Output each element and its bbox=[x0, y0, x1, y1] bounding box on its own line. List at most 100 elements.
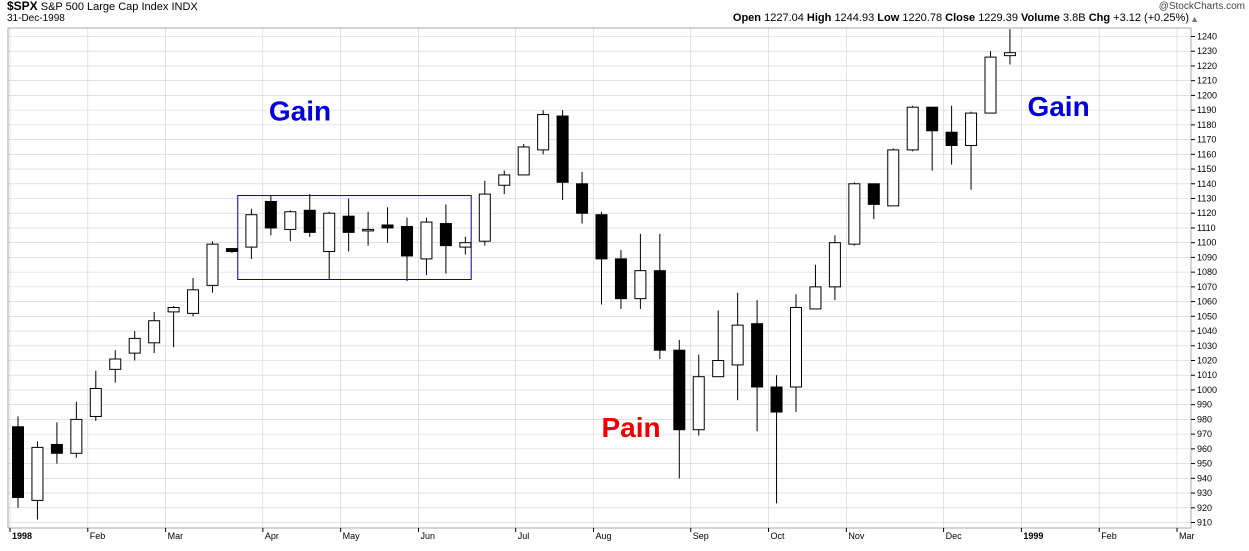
candle-body-down bbox=[867, 183, 880, 205]
collapse-arrow-icon[interactable]: ▲ bbox=[1190, 14, 1199, 24]
y-tick-label: 1080 bbox=[1197, 267, 1217, 277]
close-label: Close bbox=[945, 12, 976, 24]
candle bbox=[245, 208, 258, 259]
y-tick-label: 1000 bbox=[1197, 385, 1217, 395]
candle-body-up bbox=[478, 193, 491, 242]
x-tick-label: Jul bbox=[518, 531, 530, 541]
y-tick-label: 1120 bbox=[1197, 208, 1216, 218]
candle bbox=[264, 195, 277, 236]
quote-bar: Open 1227.04 High 1244.93 Low 1220.78 Cl… bbox=[733, 12, 1189, 25]
x-tick-label: 1998 bbox=[12, 531, 32, 541]
y-tick-label: 1110 bbox=[1197, 223, 1216, 233]
y-tick-label: 1210 bbox=[1197, 76, 1217, 86]
candle bbox=[439, 204, 452, 274]
candle bbox=[712, 310, 725, 378]
high-label: High bbox=[806, 12, 832, 24]
y-tick-label: 970 bbox=[1197, 429, 1212, 439]
y-tick-label: 980 bbox=[1197, 414, 1212, 424]
candle-body-down bbox=[342, 215, 355, 233]
candle bbox=[848, 182, 861, 246]
y-tick-label: 1020 bbox=[1197, 356, 1217, 366]
candle bbox=[576, 171, 589, 224]
y-tick-label: 1060 bbox=[1197, 297, 1217, 307]
y-tick-label: 940 bbox=[1197, 473, 1212, 483]
candle-body-up bbox=[906, 106, 919, 151]
candle-body-down bbox=[673, 349, 686, 431]
y-tick-label: 960 bbox=[1197, 444, 1212, 454]
x-tick-label: Sep bbox=[693, 531, 709, 541]
y-tick-label: 1160 bbox=[1197, 149, 1216, 159]
candle bbox=[362, 211, 375, 246]
candle bbox=[70, 401, 83, 458]
candle-body-up bbox=[848, 183, 861, 245]
candle-body-up bbox=[712, 360, 725, 378]
candle bbox=[284, 210, 297, 242]
candle-body-down bbox=[556, 115, 569, 183]
chart-title: $SPX S&P 500 Large Cap Index INDX bbox=[7, 0, 198, 14]
candle-body-up bbox=[187, 289, 200, 314]
close-value: 1229.39 bbox=[978, 12, 1018, 24]
y-tick-label: 1150 bbox=[1197, 164, 1216, 174]
candle bbox=[770, 375, 783, 504]
candle-body-down bbox=[653, 270, 666, 351]
candle bbox=[517, 144, 530, 176]
candle-body-up bbox=[731, 324, 744, 366]
candle bbox=[303, 194, 316, 237]
y-tick-label: 920 bbox=[1197, 503, 1212, 513]
y-tick-label: 1170 bbox=[1197, 135, 1216, 145]
candle-body-up bbox=[89, 387, 102, 417]
candle-body-down bbox=[945, 131, 958, 146]
grid bbox=[8, 28, 1191, 528]
candle bbox=[673, 339, 686, 479]
candle bbox=[965, 111, 978, 190]
candle bbox=[225, 248, 238, 253]
candle bbox=[731, 292, 744, 401]
x-tick-label: 1999 bbox=[1023, 531, 1043, 541]
y-tick-label: 1180 bbox=[1197, 120, 1216, 130]
x-tick-label: Feb bbox=[1101, 531, 1117, 541]
candle bbox=[498, 170, 511, 195]
low-value: 1220.78 bbox=[902, 12, 943, 24]
candle-body-up bbox=[809, 286, 822, 310]
candle bbox=[109, 350, 122, 383]
candle bbox=[420, 217, 433, 276]
y-tick-label: 1200 bbox=[1197, 90, 1217, 100]
y-tick-label: 1190 bbox=[1197, 105, 1216, 115]
candle-body-up bbox=[284, 211, 297, 230]
candle-body-down bbox=[12, 426, 24, 498]
y-tick-label: 1040 bbox=[1197, 326, 1217, 336]
candle-body-down bbox=[595, 214, 608, 260]
candle-body-up bbox=[634, 270, 647, 300]
candle-body-down bbox=[614, 258, 627, 300]
candle bbox=[1003, 29, 1016, 65]
annotation-label: Gain bbox=[269, 95, 331, 126]
consolidation-box bbox=[237, 195, 472, 281]
candle-body-up bbox=[498, 174, 511, 186]
candle bbox=[634, 233, 647, 309]
candle-body-up bbox=[1003, 52, 1016, 57]
y-tick-label: 1030 bbox=[1197, 341, 1217, 351]
candle-body-up bbox=[206, 243, 219, 286]
candle bbox=[537, 110, 550, 155]
x-tick-label: Mar bbox=[1179, 531, 1195, 541]
y-tick-label: 1130 bbox=[1197, 194, 1216, 204]
candle bbox=[187, 278, 200, 317]
candle bbox=[31, 441, 44, 520]
candle-body-up bbox=[148, 320, 161, 344]
candle-body-up bbox=[459, 242, 472, 248]
candle-body-up bbox=[70, 418, 83, 454]
candle bbox=[595, 211, 608, 305]
y-tick-label: 910 bbox=[1197, 518, 1212, 528]
volume-value: 3.8B bbox=[1063, 12, 1086, 24]
x-tick-label: Feb bbox=[90, 531, 106, 541]
price-axis: 910 920 930 940 950 960 970 980 990 1000 1010 1020 1… bbox=[1191, 32, 1217, 528]
y-tick-label: 1050 bbox=[1197, 311, 1217, 321]
y-tick-label: 1010 bbox=[1197, 370, 1217, 380]
candle-body-down bbox=[439, 223, 452, 247]
highlight-box bbox=[237, 195, 472, 281]
candle bbox=[459, 236, 472, 255]
annotation-label: Pain bbox=[602, 412, 661, 443]
candle-body-up bbox=[31, 446, 44, 501]
candle bbox=[50, 422, 63, 464]
